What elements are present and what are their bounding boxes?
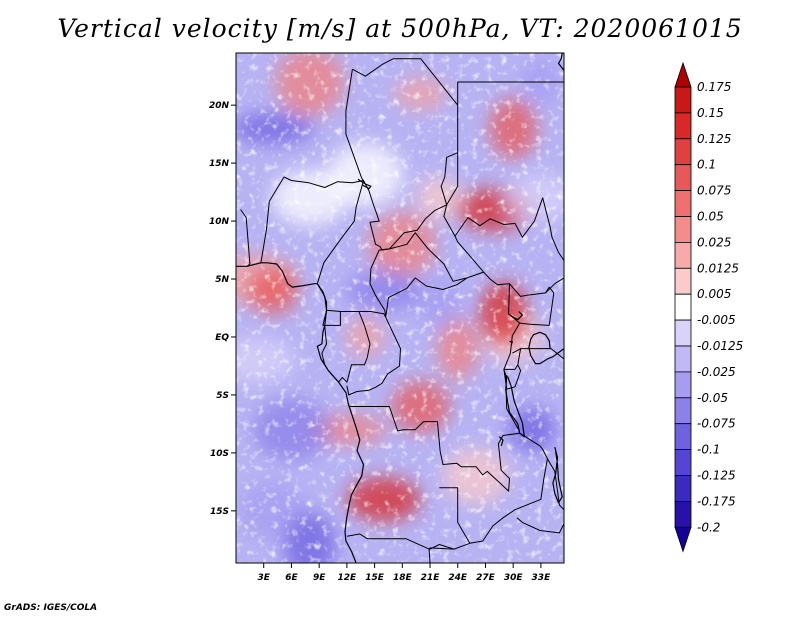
colorbar-swatch (674, 267, 692, 295)
colorbar-swatch (674, 397, 692, 425)
coastline (552, 446, 563, 504)
colorbar-swatch (674, 216, 692, 243)
colorbar-swatch (674, 526, 692, 553)
country-border (439, 487, 471, 544)
lat-tick-label: EQ (215, 333, 229, 343)
colorbar-label: -0.075 (697, 417, 736, 431)
colorbar-swatch (674, 112, 692, 140)
country-border (429, 432, 548, 550)
lon-tick-label: 12E (338, 573, 358, 583)
chart-title: Vertical velocity [m/s] at 500hPa, VT: 2… (57, 14, 743, 43)
colorbar-swatch (674, 423, 692, 451)
country-border (240, 209, 251, 267)
colorbar-swatch (674, 138, 692, 166)
colorbar-label: 0.1 (697, 158, 716, 172)
colorbar-swatch (674, 371, 692, 399)
lon-tick-label: 9E (313, 573, 326, 583)
lat-tick-label: 20N (209, 101, 230, 111)
coastline (528, 331, 564, 365)
country-border (346, 533, 455, 550)
colorbar-label: 0.175 (697, 80, 731, 94)
lon-tick-label: 15E (365, 573, 385, 583)
colorbar-swatch (674, 241, 692, 269)
colorbar: 0.175 0.15 0.125 0.1 0.075 0.05 0.025 0.0125 0.0… (674, 61, 743, 553)
coastline (236, 262, 365, 563)
country-border (503, 364, 522, 390)
lat-tick-label: 10N (209, 217, 230, 227)
lon-tick-label: 30E (504, 573, 524, 583)
country-border (352, 58, 459, 251)
lon-tick-label: 24E (448, 573, 468, 583)
colorbar-swatch (674, 293, 692, 321)
country-border (321, 311, 371, 383)
country-border (443, 152, 564, 261)
colorbar-label: -0.0125 (697, 339, 743, 353)
country-border (512, 348, 564, 360)
colorbar-label: 0.125 (697, 132, 731, 146)
country-border (457, 81, 564, 106)
lon-tick-label: 3E (258, 573, 271, 583)
lon-tick-label: 18E (393, 573, 413, 583)
longitude-axis: 3E 6E 9E 12E 15E 18E 21E 24E 27E 30E 33E (258, 563, 552, 583)
lat-tick-label: 10S (210, 449, 229, 459)
colorbar-label: 0.075 (697, 184, 731, 198)
lat-tick-label: 15S (210, 507, 229, 517)
country-border (519, 286, 555, 326)
country-border (516, 517, 564, 534)
colorbar-swatch (674, 345, 692, 373)
country-border (268, 69, 364, 202)
coastline (498, 436, 504, 447)
lat-tick-label: 5N (215, 275, 229, 285)
colorbar-label: 0.025 (697, 235, 731, 249)
colorbar-label: -0.005 (697, 313, 736, 327)
colorbar-swatch (674, 319, 692, 347)
colorbar-swatch (674, 449, 692, 476)
country-border (428, 549, 431, 563)
colorbar-label: 0.0125 (697, 261, 739, 275)
colorbar-swatch (674, 190, 692, 217)
colorbar-label: -0.025 (697, 365, 736, 379)
lat-tick-label: 5S (216, 391, 229, 401)
colorbar-label: 0.005 (697, 287, 731, 301)
country-border (346, 317, 401, 396)
colorbar-swatch (674, 61, 692, 88)
country-border (260, 201, 270, 263)
country-border (316, 180, 364, 284)
colorbar-label: 0.15 (697, 106, 724, 120)
colorbar-label: 0.05 (697, 210, 724, 224)
country-border (546, 458, 564, 511)
lon-tick-label: 33E (532, 573, 552, 583)
colorbar-label: -0.1 (697, 443, 720, 457)
map-area (236, 53, 564, 563)
lat-tick-label: 15N (209, 159, 230, 169)
map-frame (235, 52, 565, 564)
coastline (557, 53, 564, 71)
country-border (369, 249, 468, 318)
colorbar-swatch (674, 86, 692, 114)
lon-tick-label: 6E (285, 573, 298, 583)
country-border (316, 283, 387, 318)
lon-tick-label: 27E (476, 573, 496, 583)
latitude-axis: 20N 15N 10N 5N EQ 5S 10S 15S (209, 101, 236, 517)
colorbar-swatch (674, 164, 692, 191)
country-border (322, 310, 341, 326)
country-border (503, 348, 522, 370)
colorbar-label: -0.125 (697, 469, 736, 483)
credit-label: GrADS: IGES/COLA (4, 603, 98, 613)
colorbar-label: -0.05 (697, 391, 728, 405)
colorbar-swatch (674, 500, 692, 528)
colorbar-label: -0.175 (697, 494, 736, 508)
coastline (511, 311, 523, 321)
country-border (379, 232, 484, 282)
colorbar-swatch (674, 475, 692, 502)
colorbar-label: -0.2 (697, 520, 720, 534)
lon-tick-label: 21E (421, 573, 441, 583)
